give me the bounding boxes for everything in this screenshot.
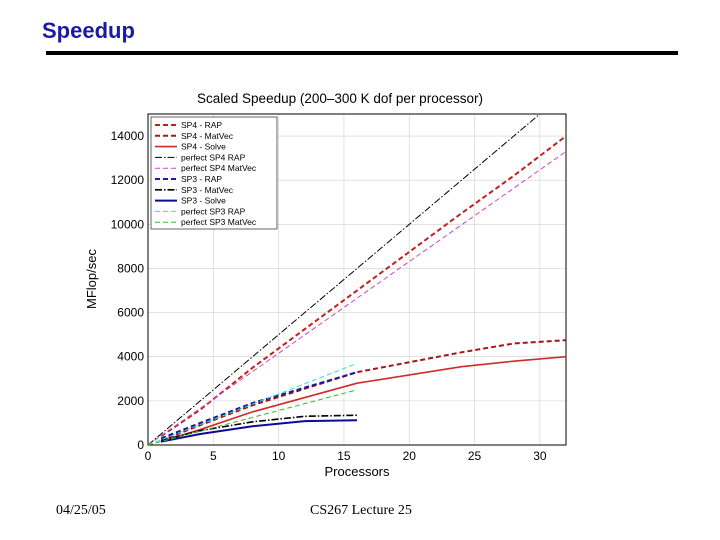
title-rule [46, 51, 678, 55]
axis-ticks: 0 5 10 15 20 25 30 0 2000 4000 6000 8000 10000 12000 1… [111, 129, 547, 463]
series-line-2 [160, 339, 566, 442]
y-tick-label: 8000 [117, 261, 144, 275]
footer-lecture: CS267 Lecture 25 [310, 503, 412, 518]
x-tick-label: 15 [337, 449, 351, 463]
series-line-1 [160, 135, 566, 438]
legend-entry: SP3 - Solve [181, 196, 226, 206]
series-line-6 [160, 371, 358, 440]
speedup-chart: Scaled Speedup (200–300 K dof per proces… [84, 91, 567, 479]
y-axis-label: MFlop/sec [84, 249, 99, 309]
y-tick-label: 0 [137, 438, 144, 452]
series-line-3 [160, 355, 566, 443]
x-tick-label: 25 [468, 449, 482, 463]
y-tick-label: 2000 [117, 394, 144, 408]
y-tick-label: 10000 [111, 217, 145, 231]
series-line-5 [148, 151, 566, 445]
legend-entry: perfect SP3 MatVec [181, 217, 257, 227]
series-line-4 [148, 114, 541, 445]
x-axis-label: Processors [324, 464, 390, 479]
legend-entry: SP4 - Solve [181, 142, 226, 152]
legend-entry: SP4 - MatVec [181, 131, 234, 141]
legend-entry: SP3 - RAP [181, 174, 222, 184]
series-lines [148, 114, 566, 445]
chart-title: Scaled Speedup (200–300 K dof per proces… [197, 91, 483, 106]
x-tick-label: 5 [210, 449, 217, 463]
series-line-7 [160, 414, 358, 442]
slide-title: Speedup [42, 18, 135, 43]
y-tick-label: 12000 [111, 173, 145, 187]
series-line-10 [148, 389, 358, 445]
legend-entry: perfect SP4 RAP [181, 152, 246, 162]
series-line-9 [148, 362, 358, 445]
x-tick-label: 20 [403, 449, 417, 463]
x-tick-label: 30 [533, 449, 547, 463]
y-tick-label: 14000 [111, 129, 145, 143]
y-tick-label: 4000 [117, 350, 144, 364]
legend-entry: SP4 - RAP [181, 120, 222, 130]
x-tick-label: 0 [145, 449, 152, 463]
y-tick-label: 6000 [117, 306, 144, 320]
series-line-8 [160, 419, 358, 443]
legend-entry: perfect SP3 RAP [181, 206, 246, 216]
footer-date: 04/25/05 [56, 503, 106, 518]
x-tick-label: 10 [272, 449, 286, 463]
legend-entry: perfect SP4 MatVec [181, 163, 257, 173]
legend-entry: SP3 - MatVec [181, 185, 234, 195]
plot-frame [147, 113, 567, 446]
